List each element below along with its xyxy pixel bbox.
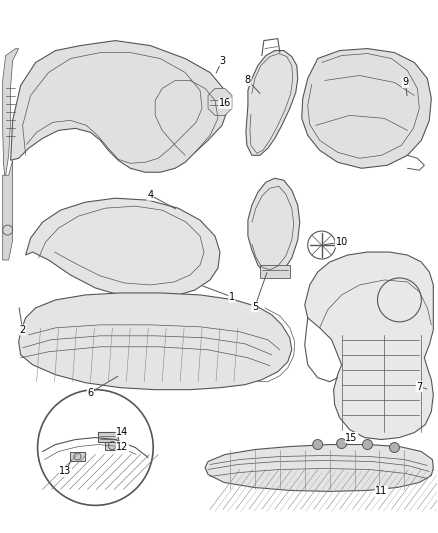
Polygon shape <box>25 198 220 298</box>
Polygon shape <box>3 49 19 175</box>
Polygon shape <box>260 265 290 278</box>
Text: 11: 11 <box>375 487 388 496</box>
Polygon shape <box>248 178 300 278</box>
Text: 15: 15 <box>346 433 358 442</box>
Text: 5: 5 <box>252 302 258 312</box>
Text: 13: 13 <box>60 466 72 477</box>
Text: 7: 7 <box>416 382 423 392</box>
Text: 10: 10 <box>336 237 348 247</box>
Polygon shape <box>302 49 431 168</box>
Circle shape <box>363 440 372 449</box>
Polygon shape <box>3 160 13 260</box>
Polygon shape <box>106 441 120 449</box>
Polygon shape <box>19 293 292 390</box>
Circle shape <box>337 439 346 449</box>
Circle shape <box>389 442 399 453</box>
Polygon shape <box>246 51 298 155</box>
Polygon shape <box>208 88 232 116</box>
Text: 6: 6 <box>87 387 93 398</box>
Polygon shape <box>205 445 433 491</box>
Text: 14: 14 <box>116 426 128 437</box>
Text: 9: 9 <box>403 77 409 87</box>
Text: 1: 1 <box>229 292 235 302</box>
Circle shape <box>313 440 323 449</box>
Polygon shape <box>99 432 118 441</box>
Text: 12: 12 <box>116 441 128 451</box>
Text: 8: 8 <box>245 76 251 85</box>
Text: 2: 2 <box>20 325 26 335</box>
Text: 3: 3 <box>219 55 225 66</box>
Text: 4: 4 <box>147 190 153 200</box>
Polygon shape <box>71 451 85 462</box>
Text: 16: 16 <box>219 99 231 108</box>
Polygon shape <box>11 41 228 172</box>
Polygon shape <box>305 252 433 440</box>
